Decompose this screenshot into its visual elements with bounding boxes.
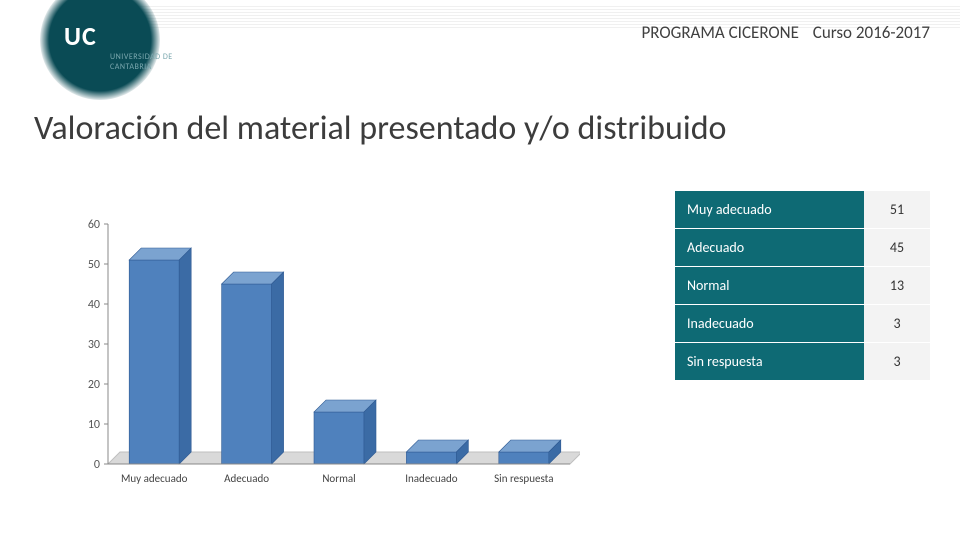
course-year: Curso 2016-2017 [813, 22, 930, 43]
svg-text:Normal: Normal [322, 472, 355, 485]
svg-text:20: 20 [88, 378, 100, 392]
table-value: 13 [864, 267, 930, 305]
table-row: Inadecuado3 [675, 305, 930, 343]
logo-initials: UC [64, 20, 97, 52]
table-category: Adecuado [675, 229, 864, 267]
page-title: Valoración del material presentado y/o d… [34, 108, 726, 149]
svg-text:10: 10 [88, 418, 100, 432]
table-row: Adecuado45 [675, 229, 930, 267]
table-value: 3 [864, 343, 930, 381]
table-value: 45 [864, 229, 930, 267]
slide-header: UC UNIVERSIDAD DE CANTABRIA PROGRAMA CIC… [0, 0, 960, 60]
svg-text:30: 30 [88, 338, 100, 352]
bar-chart: 0 10 20 30 40 50 60 Muy adecuado Adecuado Normal I… [70, 218, 580, 498]
logo-circle [40, 0, 160, 100]
table-category: Normal [675, 267, 864, 305]
table-value: 51 [864, 191, 930, 229]
header-text: PROGRAMA CICERONE Curso 2016-2017 [642, 22, 931, 43]
table-row: Sin respuesta3 [675, 343, 930, 381]
table-row: Muy adecuado51 [675, 191, 930, 229]
svg-text:0: 0 [94, 458, 100, 472]
svg-text:Inadecuado: Inadecuado [405, 472, 458, 485]
data-table: Muy adecuado51Adecuado45Normal13Inadecua… [675, 190, 930, 380]
svg-text:60: 60 [88, 218, 100, 232]
table-category: Sin respuesta [675, 343, 864, 381]
uc-logo: UC UNIVERSIDAD DE CANTABRIA [40, 0, 210, 88]
table-value: 3 [864, 305, 930, 343]
svg-text:50: 50 [88, 258, 100, 272]
table-row: Normal13 [675, 267, 930, 305]
svg-text:Adecuado: Adecuado [224, 472, 269, 485]
svg-text:Muy adecuado: Muy adecuado [121, 472, 188, 485]
svg-text:Sin respuesta: Sin respuesta [494, 472, 553, 485]
table-category: Inadecuado [675, 305, 864, 343]
program-name: PROGRAMA CICERONE [642, 22, 799, 43]
table-category: Muy adecuado [675, 191, 864, 229]
logo-subtitle: UNIVERSIDAD DE CANTABRIA [110, 52, 210, 72]
svg-text:40: 40 [88, 298, 100, 312]
